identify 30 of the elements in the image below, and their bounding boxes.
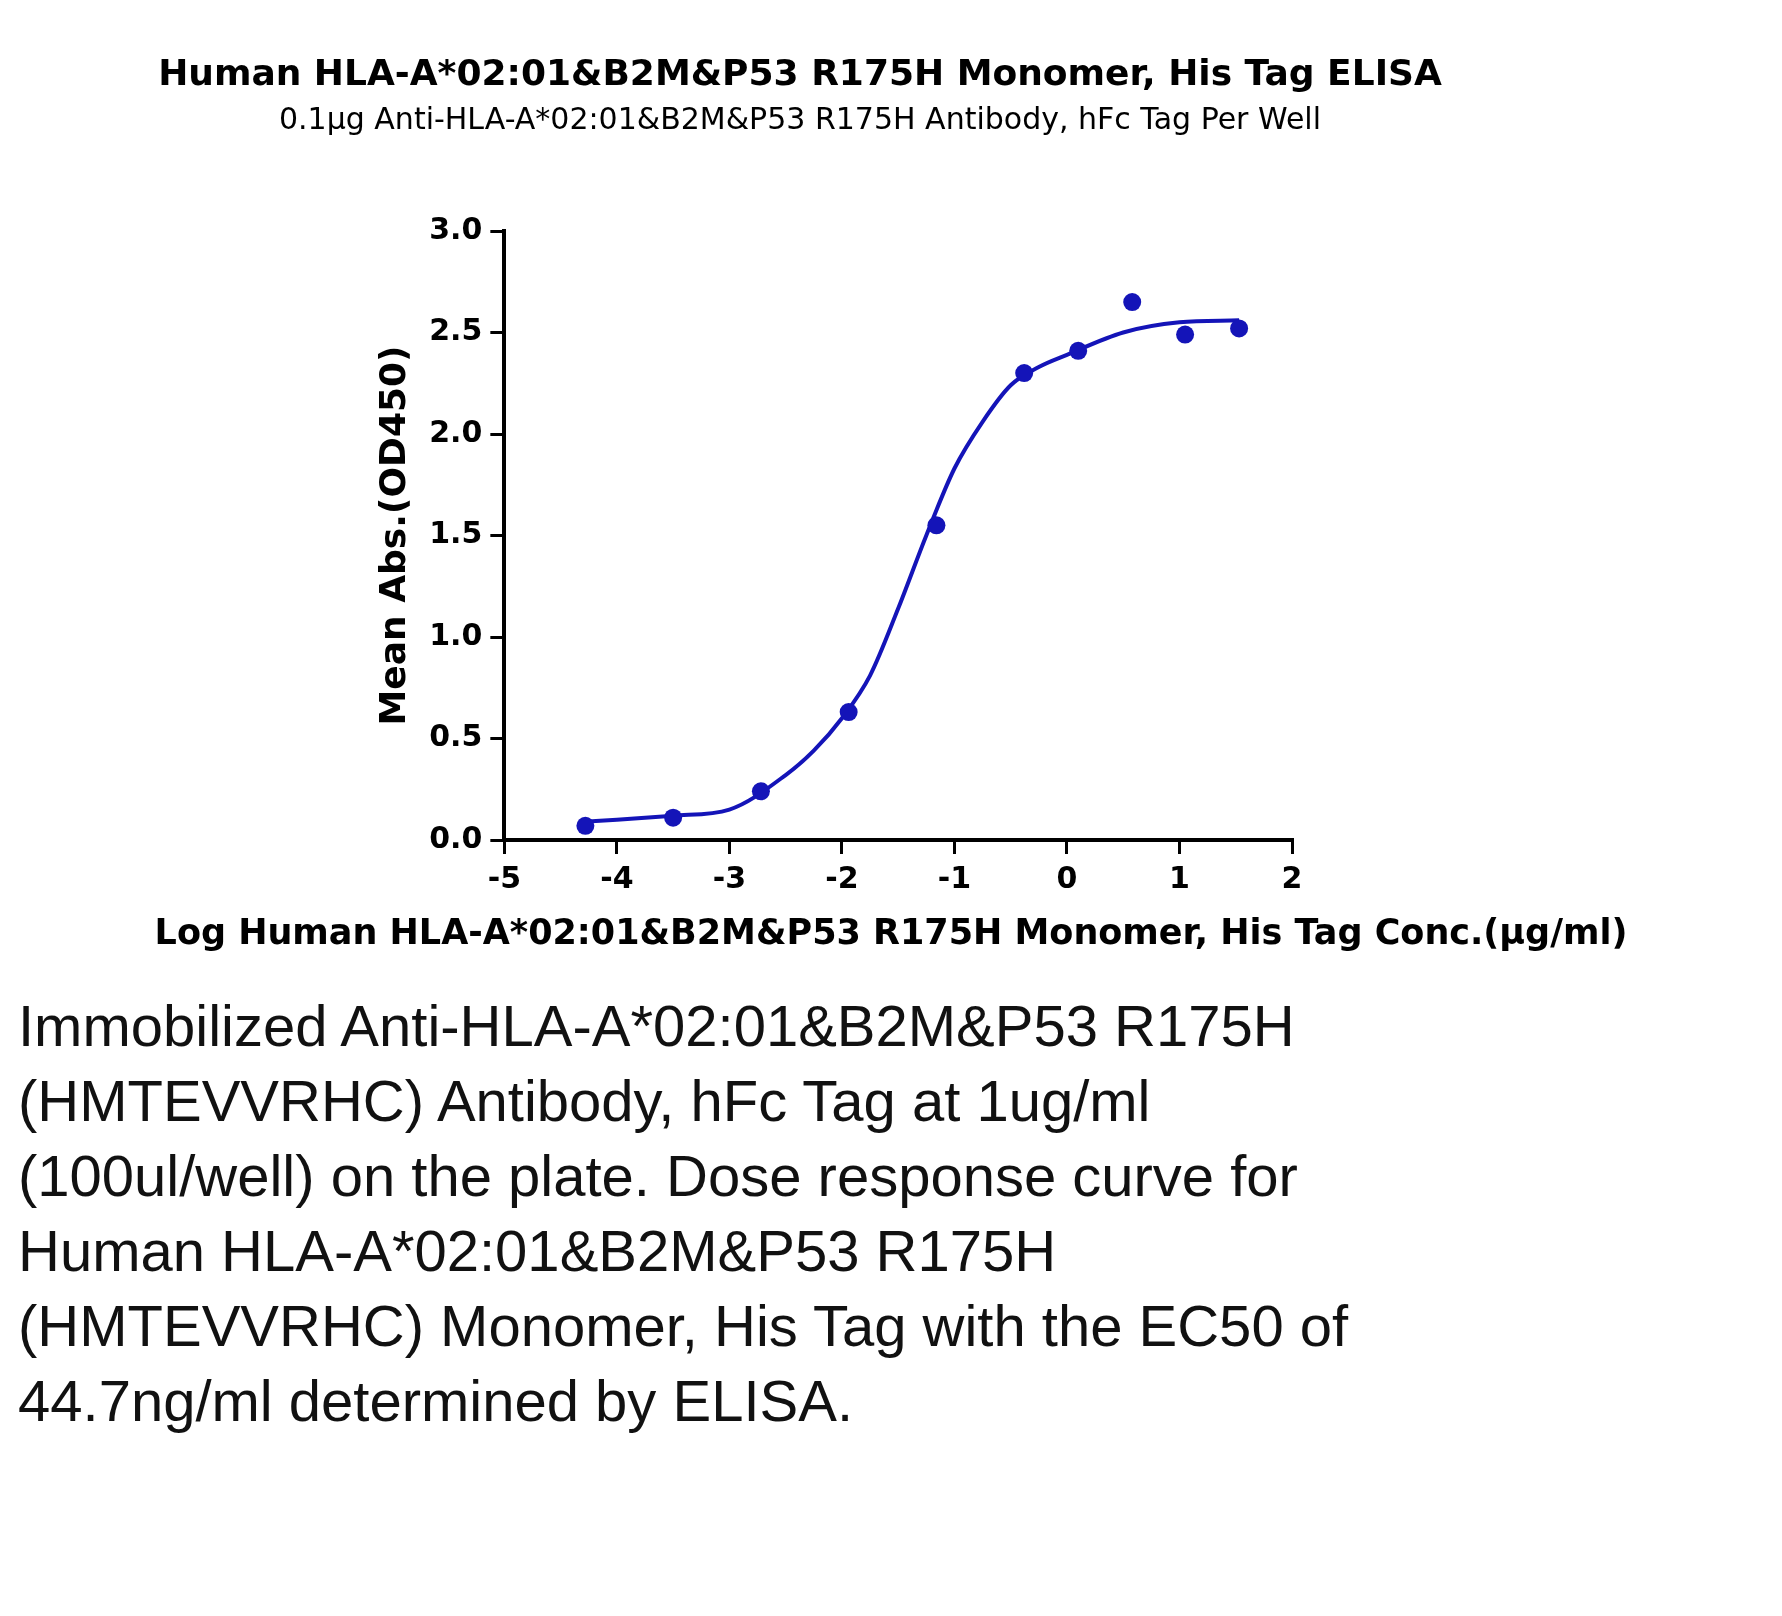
point — [839, 703, 858, 722]
x-tick-label: -1 — [937, 859, 972, 895]
y-tick-label: 1.0 — [429, 616, 483, 652]
point — [927, 516, 946, 535]
point — [1015, 364, 1034, 383]
point — [1069, 341, 1088, 360]
y-tick-label: 2.0 — [429, 413, 483, 449]
chart-subtitle: 0.1μg Anti-HLA-A*02:01&B2M&P53 R175H Antibody, hFc Tag Per Well — [277, 100, 1322, 136]
y-tick-label: 0.5 — [429, 718, 483, 754]
point — [1230, 319, 1249, 338]
y-tick-label: 3.0 — [429, 210, 483, 246]
y-tick-label: 2.5 — [429, 312, 483, 348]
x-tick-label: -2 — [825, 859, 859, 895]
x-tick-label: 0 — [1056, 859, 1078, 895]
x-tick-label: 2 — [1281, 859, 1303, 895]
x-tick-label: -3 — [712, 859, 747, 895]
text: Immobilized Anti-HLA-A*02:01&B2M&P53 R175H (HMTEVVRHC) Antibody, hFc Tag at 1ug/ml (100ul/well) on the plate. Dose response curve for Human HLA-A*02:01&B2M&P53 R175H (HMTEVVRHC) Monomer, His Tag with the EC50 of 44.7ng/ml determined by ELISA. — [18, 992, 1350, 1435]
point — [664, 808, 683, 827]
point — [576, 816, 595, 835]
x-axis-title: Log Human HLA-A*02:01&B2M&P53 R175H Monomer, His Tag Conc.(μg/ml) — [153, 912, 1629, 952]
chart-title: Human HLA-A*02:01&B2M&P53 R175H Monomer, His Tag ELISA — [157, 51, 1443, 93]
y-axis-title: Mean Abs.(OD450) — [371, 345, 413, 726]
x-tick-label: -4 — [600, 859, 634, 895]
y-tick-label: 1.5 — [429, 515, 483, 551]
y-tick-label: 0.0 — [429, 819, 483, 855]
point — [1176, 325, 1195, 344]
x-tick-label: 1 — [1169, 859, 1190, 895]
point — [1123, 293, 1142, 312]
point — [751, 782, 770, 801]
x-tick-label: -5 — [487, 859, 522, 895]
